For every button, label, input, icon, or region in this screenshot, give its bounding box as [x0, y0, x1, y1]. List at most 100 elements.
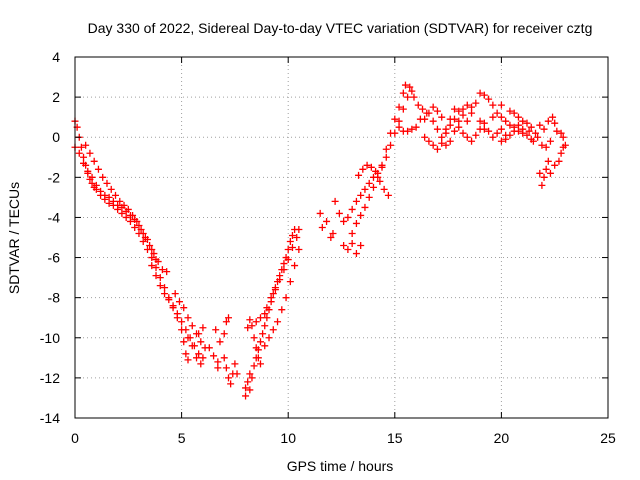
data-point: [246, 370, 254, 378]
data-point: [316, 209, 324, 217]
data-point: [352, 250, 360, 258]
data-points: [71, 81, 569, 400]
data-point: [502, 135, 510, 143]
data-point: [555, 157, 563, 165]
data-point: [148, 246, 156, 254]
data-point: [365, 193, 373, 201]
data-point: [101, 191, 109, 199]
data-point: [248, 322, 256, 330]
data-point: [261, 322, 269, 330]
data-point: [197, 338, 205, 346]
data-point: [199, 324, 207, 332]
data-point: [291, 262, 299, 270]
data-point: [242, 392, 250, 400]
data-point: [288, 244, 296, 252]
data-point: [493, 109, 501, 117]
data-point: [378, 161, 386, 169]
data-point: [476, 117, 484, 125]
data-point: [540, 125, 548, 133]
data-point: [472, 99, 480, 107]
data-point: [137, 225, 145, 233]
data-point: [438, 113, 446, 121]
data-point: [231, 360, 239, 368]
data-point: [139, 238, 147, 246]
data-point: [344, 246, 352, 254]
data-point: [94, 165, 102, 173]
data-point: [265, 334, 273, 342]
data-point: [152, 272, 160, 280]
data-point: [497, 101, 505, 109]
data-point: [525, 127, 533, 135]
data-point: [210, 352, 218, 360]
data-point: [538, 181, 546, 189]
data-point: [480, 125, 488, 133]
data-point: [188, 342, 196, 350]
data-point: [493, 129, 501, 137]
data-point: [105, 193, 113, 201]
data-point: [205, 344, 213, 352]
data-point: [150, 250, 158, 258]
data-point: [175, 298, 183, 306]
data-point: [468, 137, 476, 145]
data-point: [77, 143, 85, 151]
data-point: [463, 117, 471, 125]
data-point: [421, 133, 429, 141]
data-point: [446, 137, 454, 145]
data-point: [442, 141, 450, 149]
data-point: [497, 125, 505, 133]
y-tick-label: 4: [52, 49, 60, 65]
data-point: [329, 229, 337, 237]
data-point: [242, 384, 250, 392]
data-point: [252, 318, 260, 326]
data-point: [75, 149, 83, 157]
data-point: [114, 201, 122, 209]
data-point: [408, 87, 416, 95]
data-point: [455, 123, 463, 131]
data-point: [80, 153, 88, 161]
data-point: [382, 153, 390, 161]
data-point: [395, 103, 403, 111]
data-point: [252, 344, 260, 352]
data-point: [510, 109, 518, 117]
plot-frame: [74, 56, 609, 419]
data-point: [135, 221, 143, 229]
data-point: [225, 374, 233, 382]
data-point: [438, 133, 446, 141]
x-tick-label: 15: [387, 430, 403, 446]
data-point: [401, 81, 409, 89]
data-point: [244, 378, 252, 386]
data-point: [90, 157, 98, 165]
data-point: [355, 171, 363, 179]
data-point: [214, 364, 222, 372]
data-point: [485, 95, 493, 103]
data-point: [352, 219, 360, 227]
y-tick-label: -12: [40, 370, 60, 386]
data-point: [489, 101, 497, 109]
x-tick-label: 5: [178, 430, 186, 446]
data-point: [148, 254, 156, 262]
data-point: [399, 105, 407, 113]
data-point: [557, 149, 565, 157]
data-point: [263, 304, 271, 312]
data-point: [184, 314, 192, 322]
data-point: [357, 211, 365, 219]
data-point: [118, 209, 126, 217]
x-tick-label: 10: [280, 430, 296, 446]
data-point: [340, 242, 348, 250]
data-point: [497, 113, 505, 121]
data-point: [233, 370, 241, 378]
chart-title: Day 330 of 2022, Sidereal Day-to-day VTE…: [88, 20, 593, 36]
data-point: [514, 113, 522, 121]
data-point: [86, 149, 94, 157]
data-point: [156, 274, 164, 282]
data-point: [361, 185, 369, 193]
data-point: [419, 105, 427, 113]
data-point: [559, 143, 567, 151]
data-point: [480, 119, 488, 127]
data-point: [216, 338, 224, 346]
y-tick-label: -2: [48, 169, 61, 185]
data-point: [476, 89, 484, 97]
data-point: [406, 83, 414, 91]
data-point: [261, 310, 269, 318]
